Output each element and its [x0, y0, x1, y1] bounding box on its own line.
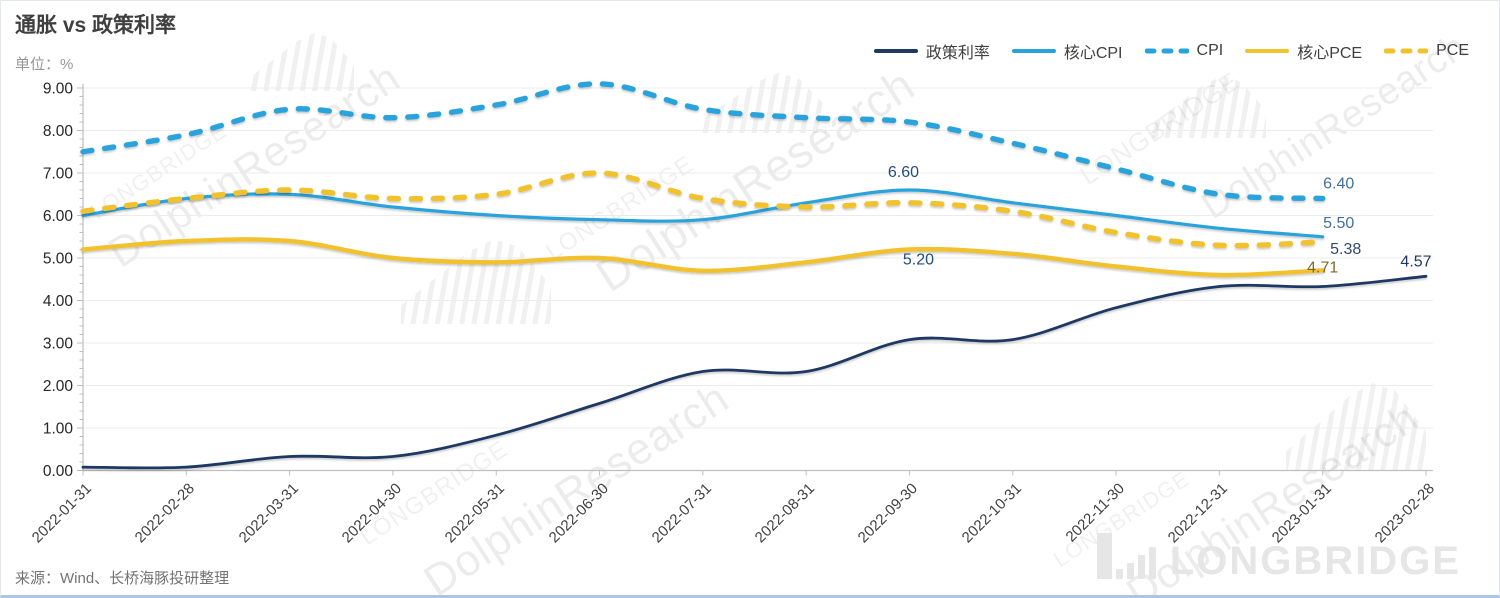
y-tick-label: 7.00	[43, 166, 74, 183]
data-label: 5.38	[1330, 241, 1361, 258]
x-tick-label: 2022-07-31	[648, 479, 715, 546]
x-tick-label: 2022-10-31	[958, 479, 1025, 546]
data-label: 6.40	[1323, 176, 1354, 193]
legend-item-核心PCE: 核心PCE	[1245, 39, 1362, 63]
y-tick-label: 9.00	[43, 81, 74, 98]
data-label: 4.57	[1400, 253, 1431, 270]
x-tick-label: 2022-09-30	[855, 479, 922, 546]
y-tick-label: 0.00	[43, 463, 74, 480]
y-tick-label: 5.00	[43, 251, 74, 268]
bar-chart-icon	[1096, 533, 1156, 579]
legend-label: PCE	[1436, 42, 1469, 59]
data-label: 6.60	[888, 164, 919, 181]
series-line-政策利率	[81, 274, 1428, 470]
data-label: 4.71	[1307, 259, 1338, 276]
page-title: 通胀 vs 政策利率	[15, 14, 177, 37]
x-tick-label: 2022-08-31	[751, 479, 819, 546]
data-label: 5.20	[903, 252, 934, 269]
y-tick-label: 1.00	[43, 421, 74, 438]
dashed-line-swatch-icon	[1144, 48, 1189, 54]
legend-label: 政策利率	[925, 45, 990, 62]
logo-text: LONGBRIDGE	[1169, 539, 1461, 583]
legend-label: CPI	[1196, 42, 1224, 59]
dashed-line-swatch-icon	[1384, 48, 1429, 54]
legend-item-核心CPI: 核心CPI	[1011, 39, 1123, 63]
y-tick-label: 4.00	[43, 293, 74, 310]
legend-item-CPI: CPI	[1144, 42, 1224, 60]
watermark-bars-icon	[401, 239, 551, 324]
legend: 政策利率 核心CPI CPI 核心PCE PCE	[873, 39, 1469, 63]
y-tick-label: 3.00	[43, 336, 74, 353]
legend-label: 核心CPI	[1063, 45, 1123, 62]
solid-line-swatch-icon	[1245, 49, 1290, 53]
legend-label: 核心PCE	[1297, 45, 1363, 62]
legend-item-PCE: PCE	[1384, 42, 1469, 60]
source-note: 来源：Wind、长桥海豚投研整理	[15, 570, 230, 587]
solid-line-swatch-icon	[1011, 49, 1056, 53]
y-tick-label: 2.00	[43, 378, 74, 395]
y-tick-label: 6.00	[43, 208, 74, 225]
unit-label: 单位：%	[15, 56, 74, 73]
solid-line-swatch-icon	[873, 49, 918, 53]
data-label: 5.50	[1323, 215, 1354, 232]
longbridge-logo: LONGBRIDGE	[1096, 533, 1461, 583]
y-tick-label: 8.00	[43, 123, 74, 140]
legend-item-政策利率: 政策利率	[873, 39, 990, 63]
